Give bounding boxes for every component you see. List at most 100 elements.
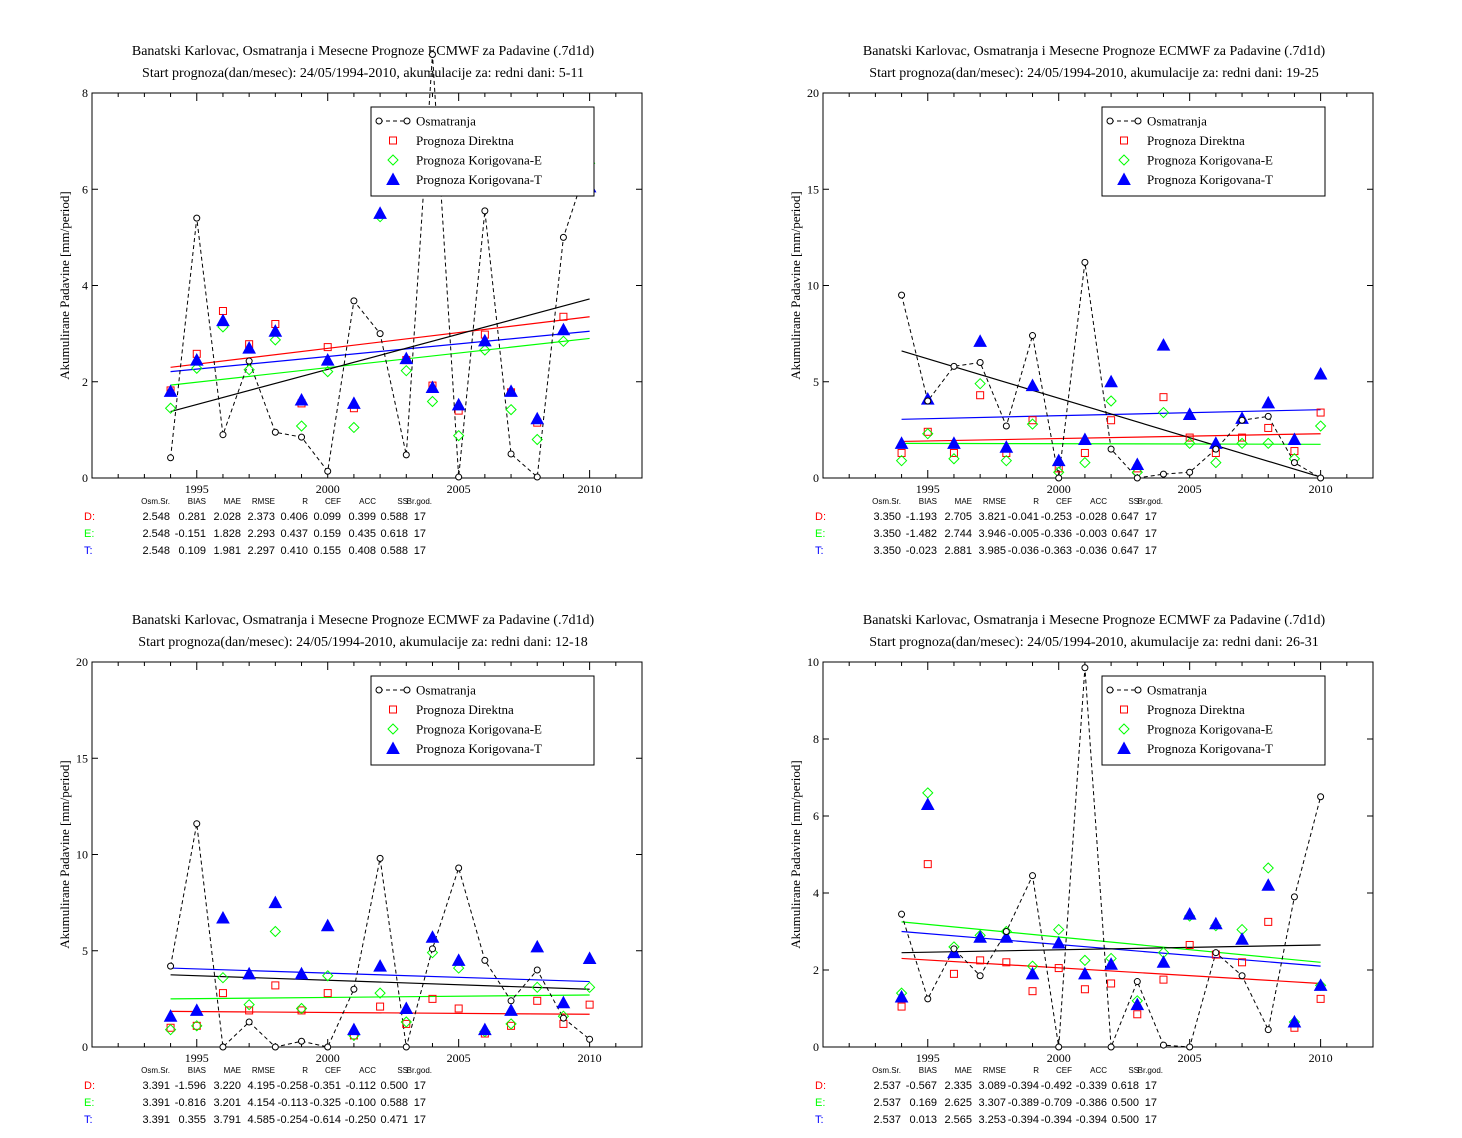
- corr-e-point: [923, 788, 933, 798]
- corr-t-point: [974, 335, 986, 346]
- legend-label: Prognoza Korigovana-E: [1147, 153, 1273, 168]
- obs-point: [429, 946, 435, 952]
- obs-point: [560, 234, 566, 240]
- chart-top-left: Banatski Karlovac, Osmatranja i Mesecne …: [0, 0, 731, 569]
- y-tick-label: 10: [807, 655, 819, 669]
- obs-point: [951, 946, 957, 952]
- corr-t-point: [217, 912, 229, 923]
- stats-cell: 17: [1145, 509, 1157, 526]
- obs-point: [377, 331, 383, 337]
- corr-t-point: [322, 920, 334, 931]
- stats-cell: 3.791: [213, 1112, 241, 1129]
- chart-subtitle: Start prognoza(dan/mesec): 24/05/1994-20…: [869, 66, 1318, 81]
- direct-point: [977, 392, 984, 399]
- stats-row-label: D:: [815, 1078, 826, 1095]
- corr-t-point: [269, 897, 281, 908]
- y-axis-label: Akumulirane Padavine [mm/period]: [57, 191, 72, 379]
- stats-cell: 0.408: [348, 543, 376, 560]
- y-tick-label: 0: [82, 1040, 88, 1054]
- stats-header: CEF: [1056, 1064, 1072, 1078]
- corr-e-point: [1106, 396, 1116, 406]
- obs-point: [1239, 417, 1245, 423]
- stats-cell: 0.647: [1111, 526, 1139, 543]
- series-corr-e: [166, 158, 595, 444]
- series-obs: [168, 821, 593, 1050]
- obs-point: [168, 963, 174, 969]
- obs-point: [194, 215, 200, 221]
- corr-e-point: [506, 405, 516, 415]
- stats-cell: -0.005: [1008, 526, 1039, 543]
- y-tick-label: 10: [807, 279, 819, 293]
- stats-cell: 17: [414, 1112, 426, 1129]
- y-tick-label: 2: [813, 963, 819, 977]
- corr-t-point: [505, 1004, 517, 1015]
- direct-point: [586, 1001, 593, 1008]
- obs-point: [1291, 460, 1297, 466]
- direct-point: [1029, 988, 1036, 995]
- direct-point: [924, 861, 931, 868]
- stats-cell: 0.169: [909, 1095, 937, 1112]
- direct-point: [1081, 449, 1088, 456]
- stats-header: MAE: [955, 495, 972, 509]
- stats-cell: 0.647: [1111, 543, 1139, 560]
- y-tick-label: 8: [813, 732, 819, 746]
- trend-direct-line: [171, 317, 590, 368]
- stats-header: R: [1033, 1064, 1039, 1078]
- trend-direct-line: [902, 434, 1321, 442]
- stats-header: Osm.Sr.: [872, 1064, 901, 1078]
- stats-header: R: [302, 495, 308, 509]
- obs-point: [899, 292, 905, 298]
- stats-cell: 3.201: [213, 1095, 241, 1112]
- direct-point: [219, 308, 226, 315]
- stats-cell: 2.744: [944, 526, 972, 543]
- series-direct: [898, 392, 1324, 472]
- legend-obs-marker: [404, 687, 410, 693]
- corr-t-point: [584, 952, 596, 963]
- obs-point: [403, 452, 409, 458]
- stats-header: MAE: [955, 1064, 972, 1078]
- corr-t-point: [1184, 908, 1196, 919]
- corr-e-point: [1263, 863, 1273, 873]
- stats-cell: 3.391: [142, 1095, 170, 1112]
- corr-t-point: [1210, 918, 1222, 929]
- direct-point: [1265, 424, 1272, 431]
- chart-bottom-left: Banatski Karlovac, Osmatranja i Mesecne …: [0, 569, 731, 1138]
- stats-row-label: T:: [84, 1112, 93, 1129]
- obs-point: [194, 821, 200, 827]
- corr-t-point: [1236, 933, 1248, 944]
- x-tick-label: 2005: [1178, 1051, 1202, 1065]
- stats-cell: -0.023: [906, 543, 937, 560]
- stats-cell: 2.293: [247, 526, 275, 543]
- stats-cell: -0.336: [1041, 526, 1072, 543]
- stats-row-label: E:: [815, 1095, 825, 1112]
- chart-subtitle: Start prognoza(dan/mesec): 24/05/1994-20…: [138, 635, 587, 650]
- stats-header: BIAS: [919, 495, 937, 509]
- stats-cell: 2.335: [944, 1078, 972, 1095]
- stats-cell: -0.492: [1041, 1078, 1072, 1095]
- stats-table-bottom-left: Osm.Sr. BIAS MAE RMSE R CEF ACC SS Br.god. D: 3.39…: [108, 1064, 448, 1130]
- legend-label: Prognoza Korigovana-T: [1147, 172, 1273, 187]
- corr-e-point: [401, 366, 411, 376]
- stats-cell: -0.394: [1008, 1078, 1039, 1095]
- stats-cell: 3.350: [873, 543, 901, 560]
- stats-header: BIAS: [188, 495, 206, 509]
- corr-t-point: [1157, 339, 1169, 350]
- obs-point: [1108, 1044, 1114, 1050]
- series-corr-e: [166, 927, 595, 1041]
- stats-header: CEF: [325, 495, 341, 509]
- stats-cell: 3.985: [978, 543, 1006, 560]
- x-tick-label: 1995: [916, 482, 940, 496]
- direct-point: [1029, 417, 1036, 424]
- legend-label: Prognoza Direktna: [416, 133, 514, 148]
- corr-e-point: [897, 456, 907, 466]
- corr-e-point: [1080, 458, 1090, 468]
- y-tick-label: 4: [813, 886, 819, 900]
- stats-header: Br.god.: [1138, 1064, 1163, 1078]
- y-axis-label: Akumulirane Padavine [mm/period]: [788, 191, 803, 379]
- stats-cell: 0.355: [178, 1112, 206, 1129]
- y-tick-label: 8: [82, 86, 88, 100]
- y-axis-label: Akumulirane Padavine [mm/period]: [57, 760, 72, 948]
- chart-panel-top-left: Banatski Karlovac, Osmatranja i Mesecne …: [0, 0, 731, 569]
- stats-cell: -0.394: [1008, 1112, 1039, 1129]
- obs-point: [1265, 413, 1271, 419]
